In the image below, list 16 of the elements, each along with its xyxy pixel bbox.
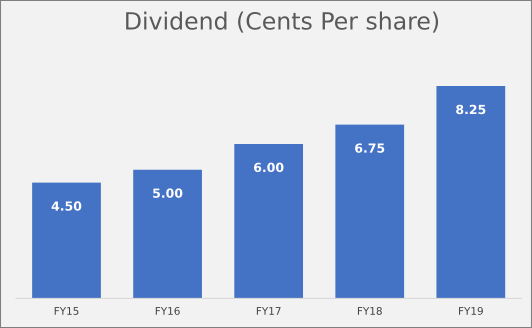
data-label: 8.25 (456, 104, 486, 114)
data-label: 4.50 (52, 201, 82, 211)
bar (32, 182, 101, 298)
chart-title: Dividend (Cents Per share) (126, 12, 438, 33)
x-tick-label: FY15 (54, 307, 78, 315)
x-tick-label: FY17 (256, 307, 281, 315)
bar (234, 144, 304, 298)
bar (436, 86, 506, 298)
x-tick-label: FY16 (156, 306, 180, 315)
data-label: 6.00 (254, 162, 284, 172)
bar (133, 170, 202, 298)
bar (335, 124, 404, 298)
x-tick-label: FY19 (459, 306, 483, 315)
data-label: 6.75 (355, 143, 384, 153)
data-label: 5.00 (153, 188, 182, 198)
x-tick-label: FY18 (358, 306, 382, 315)
